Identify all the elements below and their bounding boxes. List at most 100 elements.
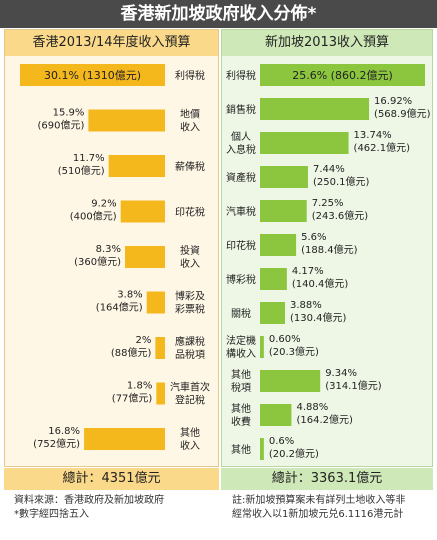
sg-data-label: 25.6% (860.2億元) [292,69,393,82]
hk-category-label: 收入 [180,439,200,452]
hk-category-label: 收入 [180,257,200,270]
sg-pct-label: 0.60% [269,334,301,345]
sg-amount-label: (20.2億元) [269,447,319,460]
sg-bar [260,302,286,324]
sg-category-label: 其他 [231,368,251,381]
hk-category-label: 薪俸稅 [175,160,205,173]
hk-footnote: 資料來源：香港政府及新加坡政府 *數字經四捨五入 [14,494,214,522]
sg-bar [260,370,321,392]
rounding-note: *數字經四捨五入 [14,509,89,520]
hk-amount-label: (690億元) [38,119,85,132]
hk-category-label: 博彩及 [175,290,205,303]
hk-bar [120,200,165,223]
hk-category-label: 利得稅 [175,70,205,82]
sg-amount-label: (568.9億元) [374,107,431,120]
sg-amount-label: (188.4億元) [301,243,358,256]
hk-amount-label: (400億元) [70,210,117,223]
sg-amount-label: (130.4億元) [290,311,347,324]
sg-pct-label: 5.6% [301,232,326,243]
sg-category-label: 印花稅 [226,239,256,252]
sg-pct-label: 4.17% [292,266,324,277]
hk-total: 總計：4351億元 [4,468,219,490]
sg-chart-title: 新加坡2013收入預算 [222,30,432,56]
sg-amount-label: (140.4億元) [292,277,349,290]
hk-pct-label: 15.9% [53,108,85,119]
hk-category-label: 投資 [180,244,200,257]
hk-bar [20,64,165,86]
sg-category-label: 資產稅 [226,171,256,184]
sg-bar [260,200,307,222]
sg-bar [260,132,349,154]
sg-pct-label: 0.6% [269,436,294,447]
sg-amount-label: (250.1億元) [313,175,370,188]
hk-bar [155,337,165,359]
sg-category-label: 銷售稅 [226,103,256,116]
hk-pct-label: 11.7% [73,153,105,164]
hk-amount-label: (360億元) [74,255,121,268]
hk-bar [88,109,165,132]
hk-bar [108,155,165,177]
sg-bar [260,64,425,86]
sg-amount-label: (164.2億元) [296,413,353,426]
source-note: 資料來源：香港政府及新加坡政府 [14,495,164,506]
sg-category-label: 個人 [231,130,251,143]
hk-category-label: 其他 [180,426,200,439]
sg-bar [260,404,292,426]
hk-amount-label: (88億元) [111,346,152,359]
hk-category-label: 收入 [180,121,200,134]
sg-chart-panel: 新加坡2013收入預算 25.6% (860.2億元) 利得稅 16.92% (568… [221,29,433,467]
sg-bar [260,98,370,120]
sg-pct-label: 13.74% [354,130,392,141]
sg-total: 總計：3363.1億元 [221,468,433,490]
sg-note-line-1: 註:新加坡預算案未有詳列土地收入等非 [232,495,406,506]
sg-amount-label: (20.3億元) [269,345,319,358]
sg-bar [260,438,264,460]
sg-bar [260,268,287,290]
hk-data-label: 30.1% (1310億元) [44,69,141,82]
sg-category-label: 法定機 [226,334,256,347]
sg-amount-label: (243.6億元) [312,209,369,222]
hk-amount-label: (77億元) [112,392,153,405]
hk-pct-label: 8.3% [96,244,121,255]
hk-category-label: 登記稅 [175,394,205,407]
hk-pct-label: 2% [135,335,151,346]
hk-category-label: 彩票稅 [175,304,205,316]
sg-pct-label: 9.34% [325,368,357,379]
sg-category-label: 汽車稅 [226,205,256,218]
hk-category-label: 品稅項 [175,349,205,361]
hk-bar [146,291,165,314]
sg-pct-label: 7.44% [313,164,345,175]
hk-amount-label: (752億元) [33,437,80,450]
sg-category-label: 稅項 [231,382,251,394]
sg-footnote: 註:新加坡預算案未有詳列土地收入等非 經常收入以1新加坡元兑6.1116港元計 [232,494,432,522]
hk-amount-label: (164億元) [96,301,143,314]
hk-pct-label: 16.8% [48,426,80,437]
hk-chart-panel: 香港2013/14年度收入預算 30.1% (1310億元) 利得稅 15.9% (6… [4,29,219,467]
sg-amount-label: (462.1億元) [354,141,411,154]
sg-pct-label: 16.92% [374,96,412,107]
sg-category-label: 收費 [231,415,251,428]
sg-category-label: 關稅 [231,308,251,320]
sg-category-label: 其他 [231,402,251,415]
hk-amount-label: (510億元) [58,164,105,177]
hk-pct-label: 1.8% [127,381,152,392]
hk-category-label: 地價 [180,108,200,121]
sg-bar [260,166,308,188]
hk-bar [84,428,165,450]
sg-bar [260,234,297,256]
sg-pct-label: 3.88% [290,300,322,311]
hk-pct-label: 9.2% [91,199,116,210]
sg-category-label: 其他 [231,443,251,456]
sg-pct-label: 4.88% [296,402,328,413]
sg-category-label: 構收入 [226,347,256,360]
hk-category-label: 印花稅 [175,206,205,219]
hk-bar [125,246,165,268]
sg-pct-label: 7.25% [312,198,344,209]
sg-amount-label: (314.1億元) [325,379,382,392]
hk-bar [156,382,165,405]
hk-pct-label: 3.8% [117,290,142,301]
hk-chart-title: 香港2013/14年度收入預算 [5,30,218,56]
sg-category-label: 博彩稅 [226,273,256,286]
page-title: 香港新加坡政府收入分佈* [0,0,437,28]
